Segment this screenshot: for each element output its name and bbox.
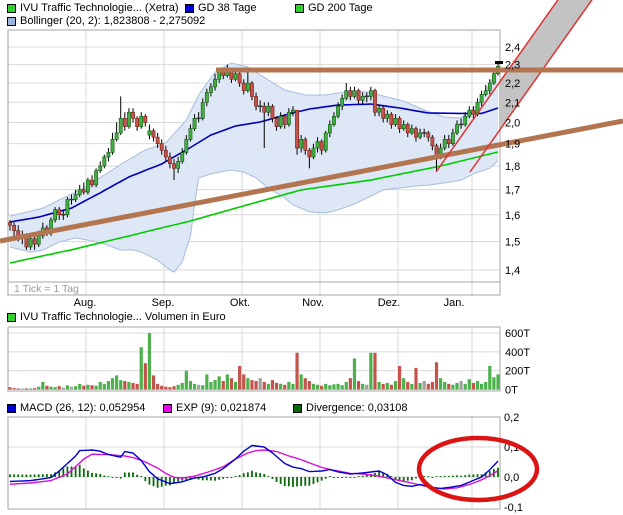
svg-text:1,7: 1,7	[505, 185, 520, 197]
svg-text:2,4: 2,4	[505, 42, 520, 54]
macd-line	[9, 444, 499, 490]
svg-text:Dez.: Dez.	[378, 297, 401, 309]
svg-text:1,6: 1,6	[505, 210, 520, 222]
trend-channel-right	[469, 0, 593, 173]
svg-text:1,8: 1,8	[505, 161, 520, 173]
divergence-label: Divergence: 0,03108	[306, 402, 408, 414]
volume-bars	[8, 332, 500, 390]
svg-text:600T: 600T	[505, 328, 530, 340]
svg-text:1,4: 1,4	[505, 265, 520, 277]
exp-line	[9, 449, 499, 490]
macd-label: MACD (26, 12): 0,052954	[20, 402, 146, 414]
gd200-line	[9, 151, 499, 264]
svg-text:-0,1: -0,1	[504, 502, 523, 514]
svg-text:2,0: 2,0	[505, 117, 520, 129]
volume-swatch	[7, 313, 16, 322]
svg-text:1,5: 1,5	[505, 236, 520, 248]
bollinger-label: Bollinger (20, 2): 1,823808 - 2,275092	[20, 15, 206, 27]
exp-label: EXP (9): 0,021874	[176, 402, 267, 414]
gd38-line	[9, 103, 499, 223]
bollinger-band	[10, 63, 498, 273]
macd-plot	[9, 444, 499, 490]
svg-text:0,0: 0,0	[504, 472, 519, 484]
trend-channel-left	[435, 0, 559, 173]
svg-text:2,3: 2,3	[505, 60, 520, 72]
exp-swatch	[163, 404, 172, 413]
price-plot	[8, 62, 500, 273]
svg-text:400T: 400T	[505, 347, 530, 359]
svg-text:Okt.: Okt.	[230, 297, 250, 309]
svg-text:1,9: 1,9	[505, 139, 520, 151]
volume-label: IVU Traffic Technologie... Volumen in Eu…	[20, 311, 226, 323]
tick-note: 1 Tick = 1 Tag	[14, 283, 79, 295]
svg-text:2,2: 2,2	[505, 78, 520, 90]
price-series-swatch	[7, 4, 16, 13]
gd200-label: GD 200 Tage	[308, 2, 373, 14]
svg-text:0,2: 0,2	[504, 412, 519, 424]
divergence-swatch	[293, 404, 302, 413]
support-trendline	[0, 118, 623, 244]
svg-text:200T: 200T	[505, 366, 530, 378]
svg-text:Aug.: Aug.	[74, 297, 97, 309]
last-price-marker	[495, 61, 503, 64]
svg-text:Sep.: Sep.	[152, 297, 175, 309]
macd-swatch	[7, 404, 16, 413]
candles	[8, 62, 500, 250]
svg-text:0T: 0T	[505, 385, 518, 397]
gd38-label: GD 38 Tage	[198, 2, 257, 14]
gd38-swatch	[185, 4, 194, 13]
svg-text:Nov.: Nov.	[302, 297, 324, 309]
price-series-label: IVU Traffic Technologie... (Xetra)	[20, 2, 179, 14]
svg-text:2,1: 2,1	[505, 97, 520, 109]
bollinger-swatch	[7, 17, 16, 26]
highlight-ellipse	[416, 435, 540, 503]
svg-text:Jan.: Jan.	[444, 297, 465, 309]
gd200-swatch	[295, 4, 304, 13]
